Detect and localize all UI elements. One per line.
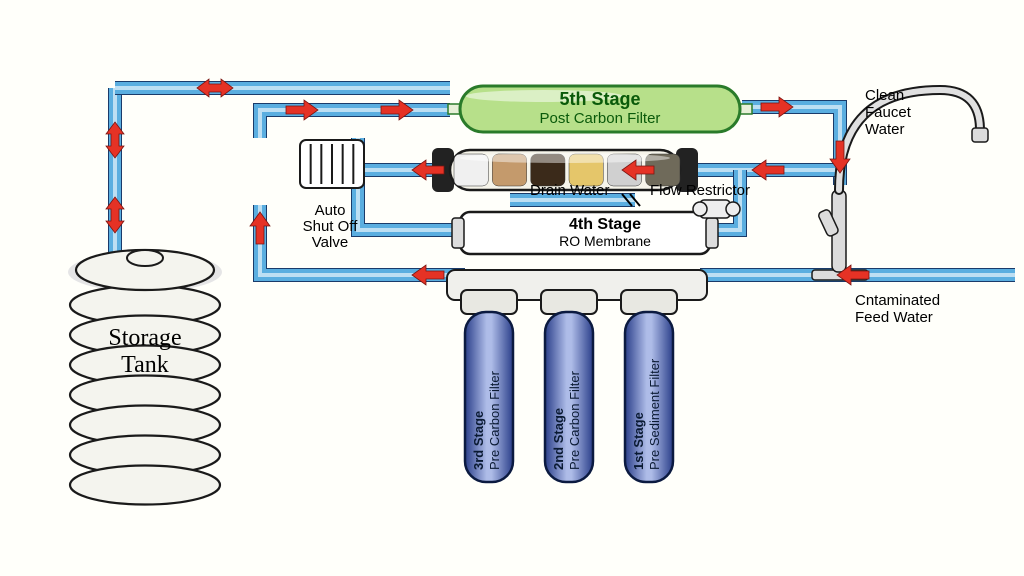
- svg-text:3rd Stage: 3rd Stage: [471, 411, 486, 470]
- svg-text:Pre Carbon Filter: Pre Carbon Filter: [487, 370, 502, 470]
- svg-text:Storage: Storage: [108, 325, 181, 351]
- svg-text:RO Membrane: RO Membrane: [559, 233, 651, 249]
- svg-text:Shut Off: Shut Off: [303, 218, 359, 235]
- faucet-label: Clean: [865, 87, 904, 104]
- svg-text:5th Stage: 5th Stage: [559, 89, 640, 109]
- svg-text:Auto: Auto: [315, 202, 346, 219]
- svg-text:Pre Carbon Filter: Pre Carbon Filter: [567, 370, 582, 470]
- svg-text:2nd Stage: 2nd Stage: [551, 408, 566, 470]
- svg-text:Post Carbon Filter: Post Carbon Filter: [540, 110, 661, 127]
- prefilter-3: 3rd StagePre Carbon Filter: [461, 290, 517, 482]
- faucet-label: Water: [865, 121, 904, 138]
- svg-text:Tank: Tank: [121, 352, 169, 378]
- prefilter-2: 2nd StagePre Carbon Filter: [541, 290, 597, 482]
- flow-restrictor-label: Flow Restrictor: [650, 182, 750, 199]
- feed-label: Feed Water: [855, 309, 933, 326]
- flow-restrictor: [693, 200, 740, 218]
- prefilter-1: 1st StagePre Sediment Filter: [621, 290, 677, 482]
- stage4-ro-membrane: 4th StageRO Membrane: [452, 212, 718, 254]
- svg-text:1st Stage: 1st Stage: [631, 412, 646, 470]
- svg-text:Valve: Valve: [312, 234, 348, 251]
- svg-text:4th Stage: 4th Stage: [569, 216, 641, 233]
- stage5-filter: 5th StagePost Carbon Filter: [448, 86, 752, 132]
- faucet-label: Faucet: [865, 104, 912, 121]
- feed-label: Cntaminated: [855, 292, 940, 309]
- svg-text:Pre Sediment Filter: Pre Sediment Filter: [647, 358, 662, 470]
- drain-label: Drain Water: [530, 182, 609, 199]
